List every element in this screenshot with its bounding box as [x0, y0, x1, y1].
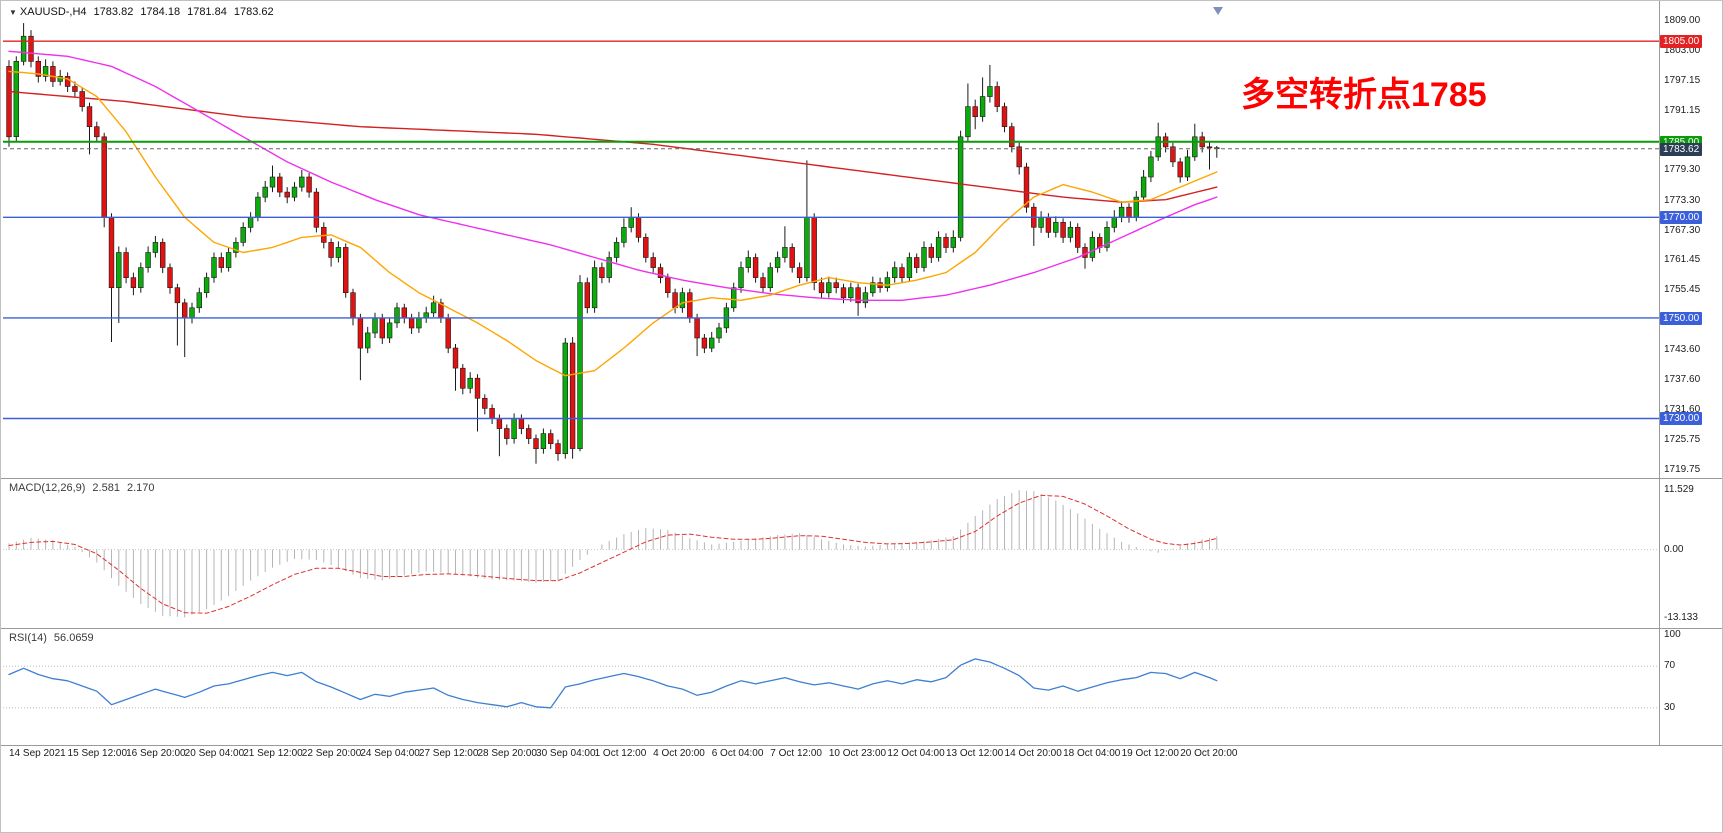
symbol-marker-icon: ▼ — [9, 8, 17, 17]
macd-indicator-label: MACD(12,26,9) 2.581 2.170 — [9, 482, 154, 494]
time-axis[interactable] — [1, 746, 1659, 762]
macd-main-value: 2.581 — [92, 482, 120, 494]
ohlc-high: 1784.18 — [140, 6, 181, 18]
rsi-label-text: RSI(14) — [9, 632, 47, 644]
rsi-indicator-label: RSI(14) 56.0659 — [9, 632, 94, 644]
macd-signal-value: 2.170 — [126, 482, 155, 494]
macd-label-text: MACD(12,26,9) — [9, 482, 86, 494]
text-annotation: 多空转折点1785 — [1241, 76, 1487, 114]
ohlc-open: 1783.82 — [93, 6, 134, 18]
ohlc-close: 1783.62 — [233, 6, 274, 18]
symbol-timeframe: XAUUSD-,H4 — [19, 6, 87, 18]
rsi-value: 56.0659 — [53, 632, 94, 644]
chart-shift-marker[interactable] — [1213, 7, 1223, 15]
ohlc-low: 1781.84 — [187, 6, 227, 18]
symbol-info: ▼ XAUUSD-,H4 1783.82 1784.18 1781.84 1783.62 — [9, 6, 274, 18]
price-axis[interactable] — [1660, 1, 1722, 746]
